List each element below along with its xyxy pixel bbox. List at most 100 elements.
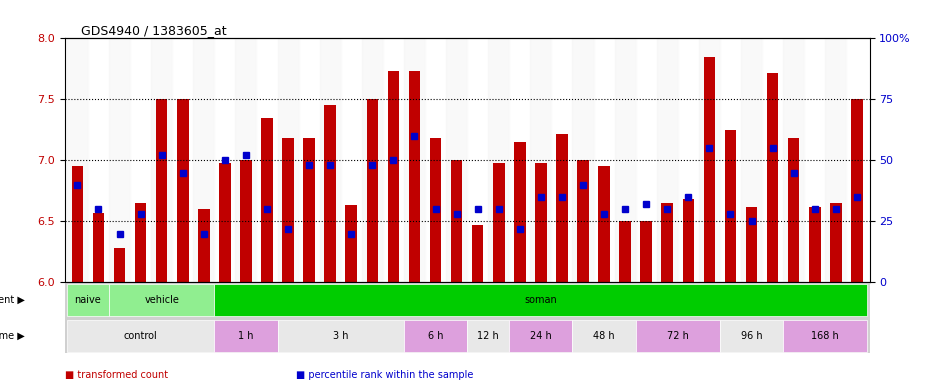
- Bar: [704, 57, 715, 282]
- Bar: [598, 166, 610, 282]
- Bar: [577, 161, 589, 282]
- Bar: [594, 38, 614, 282]
- Bar: [683, 199, 694, 282]
- Bar: [345, 205, 357, 282]
- Bar: [172, 38, 193, 282]
- Bar: [746, 207, 758, 282]
- Bar: [219, 163, 230, 282]
- Bar: [830, 203, 842, 282]
- Text: ■ transformed count: ■ transformed count: [65, 370, 167, 380]
- Bar: [446, 38, 467, 282]
- Bar: [151, 38, 172, 282]
- Bar: [556, 134, 568, 282]
- Bar: [109, 38, 130, 282]
- Bar: [383, 38, 404, 282]
- Bar: [114, 248, 125, 282]
- Bar: [235, 38, 256, 282]
- Bar: [362, 38, 383, 282]
- Bar: [804, 38, 825, 282]
- Bar: [193, 38, 215, 282]
- FancyBboxPatch shape: [109, 284, 215, 316]
- Bar: [699, 38, 720, 282]
- Bar: [620, 221, 631, 282]
- Bar: [299, 38, 320, 282]
- Bar: [825, 38, 846, 282]
- Text: 48 h: 48 h: [593, 331, 615, 341]
- Text: vehicle: vehicle: [144, 295, 179, 305]
- Text: 3 h: 3 h: [333, 331, 349, 341]
- Bar: [661, 203, 673, 282]
- Bar: [788, 138, 799, 282]
- Text: naive: naive: [75, 295, 102, 305]
- Text: time ▶: time ▶: [0, 331, 24, 341]
- Bar: [467, 38, 488, 282]
- Bar: [425, 38, 446, 282]
- Text: soman: soman: [524, 295, 557, 305]
- Bar: [256, 38, 278, 282]
- Text: 1 h: 1 h: [238, 331, 253, 341]
- Bar: [767, 73, 778, 282]
- Bar: [177, 99, 189, 282]
- Bar: [720, 38, 741, 282]
- FancyBboxPatch shape: [635, 319, 720, 351]
- Bar: [573, 38, 594, 282]
- Bar: [282, 138, 294, 282]
- Text: GDS4940 / 1383605_at: GDS4940 / 1383605_at: [80, 24, 227, 37]
- Bar: [472, 225, 484, 282]
- Bar: [215, 38, 235, 282]
- FancyBboxPatch shape: [278, 319, 404, 351]
- FancyBboxPatch shape: [215, 319, 278, 351]
- Text: 6 h: 6 h: [427, 331, 443, 341]
- Bar: [450, 161, 462, 282]
- Bar: [762, 38, 783, 282]
- FancyBboxPatch shape: [404, 319, 467, 351]
- Bar: [325, 106, 336, 282]
- FancyBboxPatch shape: [215, 284, 868, 316]
- Text: 96 h: 96 h: [741, 331, 762, 341]
- Bar: [510, 38, 530, 282]
- Bar: [278, 38, 299, 282]
- Bar: [88, 38, 109, 282]
- Bar: [261, 118, 273, 282]
- Bar: [535, 163, 547, 282]
- Bar: [71, 166, 83, 282]
- Bar: [156, 99, 167, 282]
- Bar: [366, 99, 378, 282]
- Text: 168 h: 168 h: [811, 331, 839, 341]
- Bar: [303, 138, 315, 282]
- FancyBboxPatch shape: [67, 319, 215, 351]
- FancyBboxPatch shape: [573, 319, 635, 351]
- Bar: [783, 38, 804, 282]
- Bar: [678, 38, 699, 282]
- FancyBboxPatch shape: [67, 284, 109, 316]
- Bar: [530, 38, 551, 282]
- Text: control: control: [124, 331, 157, 341]
- Bar: [493, 163, 504, 282]
- Bar: [198, 209, 210, 282]
- Bar: [430, 138, 441, 282]
- Bar: [130, 38, 151, 282]
- Bar: [724, 130, 736, 282]
- Bar: [657, 38, 678, 282]
- Bar: [514, 142, 525, 282]
- Bar: [340, 38, 362, 282]
- Bar: [488, 38, 510, 282]
- Bar: [409, 71, 420, 282]
- Text: agent ▶: agent ▶: [0, 295, 24, 305]
- FancyBboxPatch shape: [467, 319, 510, 351]
- FancyBboxPatch shape: [783, 319, 868, 351]
- Bar: [92, 213, 105, 282]
- Bar: [67, 38, 88, 282]
- Bar: [741, 38, 762, 282]
- Bar: [388, 71, 400, 282]
- Text: 24 h: 24 h: [530, 331, 551, 341]
- Bar: [240, 161, 252, 282]
- Text: ■ percentile rank within the sample: ■ percentile rank within the sample: [296, 370, 474, 380]
- Text: 12 h: 12 h: [477, 331, 500, 341]
- Bar: [640, 221, 652, 282]
- Bar: [846, 38, 868, 282]
- Bar: [320, 38, 340, 282]
- Bar: [851, 99, 863, 282]
- FancyBboxPatch shape: [720, 319, 783, 351]
- Bar: [614, 38, 635, 282]
